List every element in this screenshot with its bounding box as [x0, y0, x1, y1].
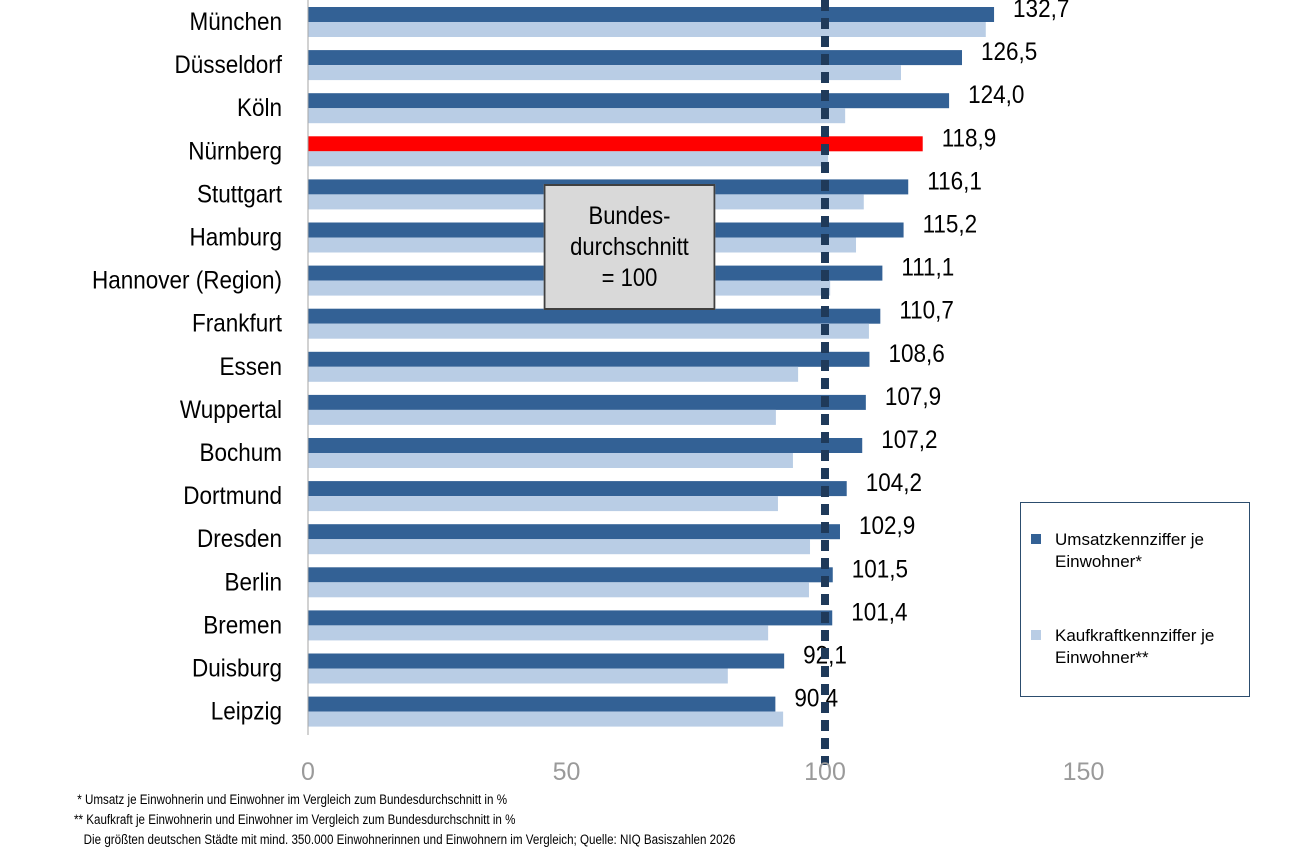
- category-label: Stuttgart: [197, 180, 282, 208]
- value-label: 108,6: [888, 340, 944, 368]
- value-label: 110,7: [899, 297, 954, 325]
- bar-kaufkraft: [308, 668, 728, 684]
- legend: Umsatzkennziffer je Einwohner* Kaufkraft…: [1020, 502, 1250, 697]
- bar-umsatz: [308, 696, 776, 712]
- category-label: München: [189, 8, 282, 36]
- bar-kaufkraft: [308, 496, 778, 512]
- bar-kaufkraft: [308, 453, 793, 468]
- bar-kaufkraft: [308, 108, 846, 124]
- value-label: 104,2: [866, 469, 922, 497]
- value-label: 132,7: [1013, 0, 1069, 23]
- footnote: ** Kaufkraft je Einwohnerin und Einwohne…: [74, 812, 516, 827]
- footnote: * Umsatz je Einwohnerin und Einwohner im…: [74, 792, 508, 807]
- value-label: 102,9: [859, 512, 915, 540]
- bar-kaufkraft: [308, 539, 811, 555]
- bar-umsatz: [308, 93, 950, 109]
- bar-kaufkraft: [308, 22, 986, 37]
- legend-label: Kaufkraftkennziffer je Einwohner**: [1055, 626, 1215, 667]
- x-tick-label: 0: [301, 758, 315, 786]
- category-label: Frankfurt: [192, 310, 282, 338]
- legend-label: Umsatzkennziffer je Einwohner*: [1055, 530, 1204, 571]
- value-label: 118,9: [942, 124, 997, 152]
- bar-kaufkraft: [308, 711, 784, 727]
- legend-item-kaufkraft: Kaufkraftkennziffer je Einwohner**: [1031, 625, 1245, 669]
- category-label: Bremen: [203, 611, 282, 639]
- bar-kaufkraft: [308, 65, 901, 81]
- x-tick-label: 100: [804, 758, 846, 786]
- value-label: 124,0: [968, 81, 1024, 109]
- value-label: 126,5: [981, 38, 1037, 66]
- bar-kaufkraft: [308, 582, 809, 598]
- category-label: Nürnberg: [188, 137, 282, 165]
- x-tick-label: 50: [553, 758, 581, 786]
- value-label: 101,5: [852, 555, 908, 583]
- annotation-line: = 100: [601, 263, 658, 292]
- category-label: Leipzig: [211, 698, 282, 726]
- bar-umsatz: [308, 50, 963, 66]
- category-label: Düsseldorf: [175, 51, 283, 79]
- category-label: Wuppertal: [180, 396, 282, 424]
- annotation-line: Bundes-: [588, 201, 671, 230]
- bar-umsatz: [308, 351, 870, 367]
- bar-umsatz: [308, 610, 833, 626]
- bar-umsatz: [308, 481, 847, 497]
- bar-umsatz: [308, 438, 863, 453]
- category-label: Berlin: [225, 568, 282, 596]
- bar-kaufkraft: [308, 625, 769, 641]
- value-label: 107,9: [885, 383, 941, 411]
- bar-umsatz: [308, 524, 840, 540]
- category-label: Bochum: [200, 439, 282, 467]
- bar-kaufkraft: [308, 151, 829, 167]
- bar-umsatz: [308, 567, 833, 583]
- category-label: Duisburg: [192, 654, 282, 682]
- bar-umsatz: [308, 653, 785, 669]
- legend-swatch: [1031, 534, 1041, 544]
- value-label: 111,1: [901, 254, 954, 282]
- bar-kaufkraft: [308, 323, 869, 339]
- category-label: Essen: [220, 353, 282, 381]
- x-tick-label: 150: [1063, 758, 1105, 786]
- value-label: 90,4: [794, 685, 838, 713]
- value-label: 115,2: [923, 210, 978, 238]
- bar-umsatz: [308, 7, 995, 22]
- legend-swatch: [1031, 630, 1041, 640]
- bar-umsatz: [308, 394, 866, 410]
- category-label: Hannover (Region): [92, 267, 282, 295]
- legend-item-umsatz: Umsatzkennziffer je Einwohner*: [1031, 529, 1245, 573]
- category-label: Dortmund: [183, 482, 282, 510]
- bar-kaufkraft: [308, 409, 776, 425]
- bar-umsatz: [308, 308, 881, 324]
- category-label: Köln: [237, 94, 282, 122]
- average-annotation-box: Bundes- durchschnitt = 100: [543, 184, 716, 310]
- value-label: 116,1: [927, 167, 982, 195]
- footnote: Die größten deutschen Städte mit mind. 3…: [74, 832, 736, 847]
- value-label: 107,2: [881, 426, 937, 454]
- bar-kaufkraft: [308, 366, 799, 382]
- footnotes: * Umsatz je Einwohnerin und Einwohner im…: [74, 790, 736, 850]
- value-label: 101,4: [851, 598, 907, 626]
- category-label: Dresden: [197, 525, 282, 553]
- annotation-line: durchschnitt: [570, 232, 689, 261]
- bar-umsatz: [308, 136, 923, 152]
- category-label: Hamburg: [190, 223, 282, 251]
